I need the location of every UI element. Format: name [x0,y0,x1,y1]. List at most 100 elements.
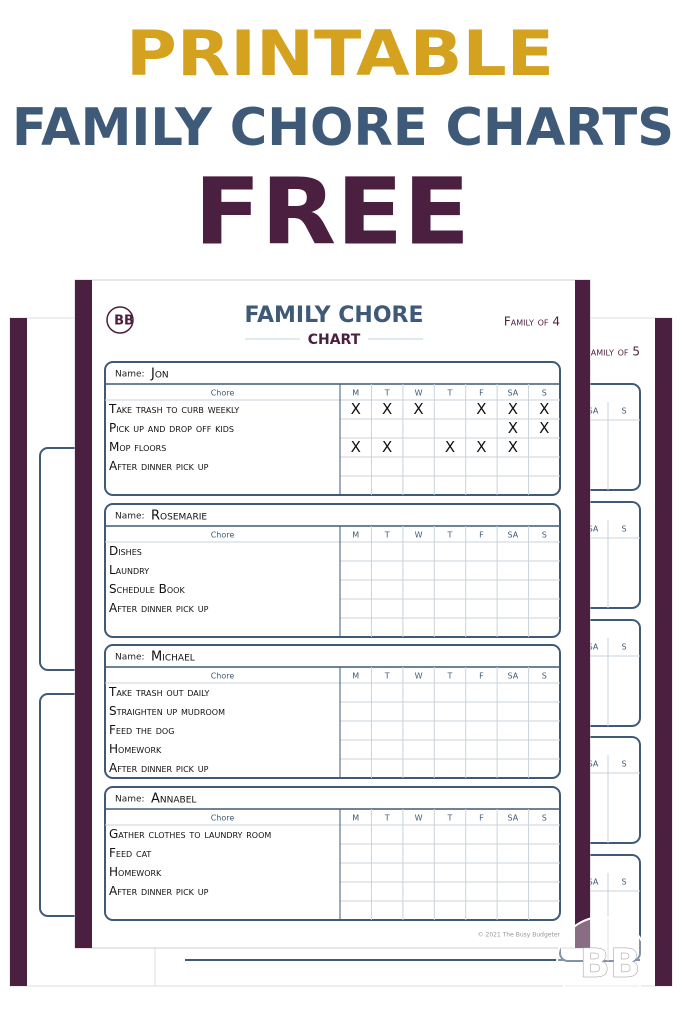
chore-mark: X [476,438,486,456]
chore-mark: X [508,419,518,437]
column-header: T [447,672,453,681]
chore-mark: X [508,438,518,456]
back-column-label: SA [588,407,599,416]
sheet-subtitle: CHART [308,332,361,348]
chore: Gather clothes to laundry room [109,827,271,841]
column-header: M [352,389,359,398]
person-name: Annabel [151,792,196,807]
chore: After dinner pick up [109,459,209,473]
chore: Feed cat [109,846,151,860]
column-header: T [447,814,453,823]
section-box [104,786,561,921]
chore: Feed the dog [109,723,174,737]
column-header: T [447,389,453,398]
chore: After dinner pick up [109,761,209,775]
name-label: Name: [115,512,145,522]
chore-mark: X [508,400,518,418]
name-label: Name: [115,653,145,663]
column-header: Chore [211,389,235,398]
front-sheet: BB FAMILY CHORE CHART Family of 4 Name: J… [74,279,591,949]
column-header: T [384,531,390,540]
column-header: S [542,672,547,681]
back-family: Family of 5 [584,345,640,359]
chore-mark: X [445,438,455,456]
column-header: SA [508,814,519,823]
section-box [104,644,561,779]
chore-mark: X [351,400,361,418]
back-column-label: S [621,525,626,534]
column-header: Chore [211,672,235,681]
sheet-strip [10,318,27,986]
name-label: Name: [115,795,145,805]
column-header: SA [508,672,519,681]
column-header: T [384,389,390,398]
column-header: S [542,389,547,398]
back-column-label: SA [588,878,599,887]
column-header: W [415,814,423,823]
chore-mark: X [351,438,361,456]
name-label: Name: [115,370,145,380]
back-column-label: S [621,643,626,652]
chore-mark: X [413,400,423,418]
sheet-title: FAMILY CHORE [244,303,423,328]
headline-free: FREE [194,158,470,265]
logo-ring [106,306,134,334]
chore: After dinner pick up [109,601,209,615]
section-box [104,361,561,496]
chore: Take trash out daily [108,685,210,699]
column-header: Chore [211,814,235,823]
headline-printable: PRINTABLE [126,17,554,90]
column-header: S [542,531,547,540]
column-header: F [479,814,484,823]
chore: Take trash to curb weekly [108,402,239,416]
sheet-strip [75,280,92,948]
column-header: F [479,672,484,681]
section-box [104,503,561,638]
chore: Homework [109,742,162,756]
logo: BB [114,314,134,329]
chore-mark: X [539,400,549,418]
chore: Laundry [109,563,149,577]
chore: After dinner pick up [109,884,209,898]
chore: Straighten up mudroom [109,704,225,718]
column-header: T [384,814,390,823]
chore: Mop floors [109,440,166,454]
sections: Name: Jon Chore M T W T F SA S Take trash to curb … [104,361,561,921]
back-column-label: S [621,878,626,887]
chore-mark: X [476,400,486,418]
column-header: W [415,389,423,398]
column-header: S [542,814,547,823]
column-header: T [384,672,390,681]
person-name: Michael [151,650,195,665]
column-header: F [479,531,484,540]
chore-mark: X [539,419,549,437]
column-header: T [447,531,453,540]
chore-mark: X [382,438,392,456]
column-header: M [352,814,359,823]
column-header: SA [508,389,519,398]
column-header: W [415,672,423,681]
back-column-label: SA [588,760,599,769]
chore: Dishes [109,544,142,558]
column-header: SA [508,531,519,540]
back-column-label: SA [588,643,599,652]
person-name: Jon [150,367,169,382]
column-header: F [479,389,484,398]
column-header: Chore [211,531,235,540]
family-size: Family of 4 [504,315,560,329]
footer: © 2021 The Busy Budgeter [478,932,561,939]
chore: Schedule Book [109,582,185,596]
back-column-label: S [621,407,626,416]
back-column-label: SA [588,525,599,534]
watermark-ring [556,916,648,1008]
sheet-strip [655,318,672,986]
column-header: M [352,672,359,681]
chore-mark: X [382,400,392,418]
back-column-label: S [621,760,626,769]
person-name: Rosemarie [151,509,207,524]
sheet-strip [575,280,590,948]
column-header: M [352,531,359,540]
column-header: W [415,531,423,540]
chore: Pick up and drop off kids [109,421,234,435]
